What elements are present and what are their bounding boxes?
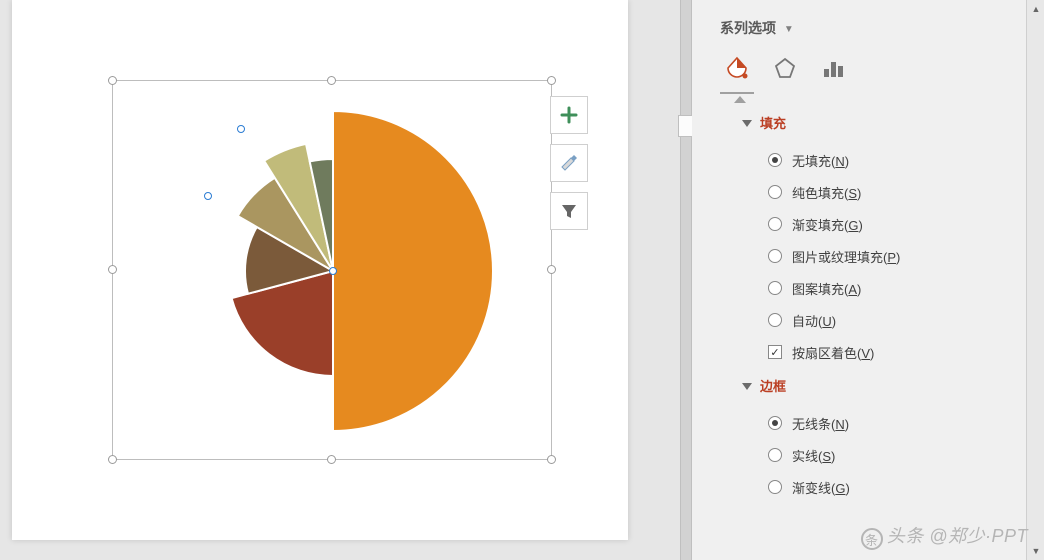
fill-option[interactable]: ✓ 按扇区着色(V) [768,336,1036,368]
option-label: 渐变线(G) [792,478,850,497]
watermark-logo-icon: 条 [861,528,883,550]
series-select-dot[interactable] [204,192,212,200]
fill-options: 无填充(N) 纯色填充(S) 渐变填充(G) 图片或纹理填充(P) 图案填充(A) 自动(… [768,144,1036,368]
option-label: 渐变填充(G) [792,215,863,234]
pie-slice[interactable] [333,111,493,431]
checkbox-icon: ✓ [768,345,782,359]
radio-icon [768,313,782,327]
series-select-dot[interactable] [329,267,337,275]
chart-style-button[interactable] [550,144,588,182]
group-border-label: 边框 [760,379,786,394]
border-options: 无线条(N) 实线(S) 渐变线(G) [768,407,1036,503]
border-option[interactable]: 无线条(N) [768,407,1036,439]
watermark-text: 头条 @郑少·PPT [887,526,1028,546]
option-label: 自动(U) [792,311,836,330]
resize-handle-tm[interactable] [327,76,336,85]
resize-handle-tr[interactable] [547,76,556,85]
pane-scrollbar[interactable]: ▲ ▼ [1026,0,1044,560]
scroll-down-button[interactable]: ▼ [1027,542,1044,560]
watermark: 条头条 @郑少·PPT [861,522,1028,551]
fill-option[interactable]: 无填充(N) [768,144,1036,176]
group-fill-header[interactable]: 填充 [742,113,1036,132]
option-label: 按扇区着色(V) [792,343,874,362]
tab-active-pointer [734,96,746,103]
option-label: 纯色填充(S) [792,183,861,202]
tab-series-options[interactable] [816,52,850,84]
tab-effects[interactable] [768,52,802,84]
border-option[interactable]: 实线(S) [768,439,1036,471]
radio-icon [768,416,782,430]
option-label: 无线条(N) [792,414,849,433]
option-label: 图案填充(A) [792,279,861,298]
radio-icon [768,249,782,263]
series-select-dot[interactable] [237,125,245,133]
resize-handle-br[interactable] [547,455,556,464]
chevron-down-icon: ▼ [784,24,794,35]
format-pane-title-label: 系列选项 [720,20,776,36]
radio-icon [768,153,782,167]
radio-icon [768,448,782,462]
fill-option[interactable]: 图案填充(A) [768,272,1036,304]
resize-handle-tl[interactable] [108,76,117,85]
collapse-triangle-icon [742,120,752,127]
group-fill-label: 填充 [760,116,786,131]
chart-add-element-button[interactable] [550,96,588,134]
resize-handle-bm[interactable] [327,455,336,464]
resize-handle-ml[interactable] [108,265,117,274]
radio-icon [768,185,782,199]
fill-option[interactable]: 图片或纹理填充(P) [768,240,1036,272]
radio-icon [768,281,782,295]
chart-selection-frame[interactable] [112,80,552,460]
radio-icon [768,217,782,231]
option-label: 无填充(N) [792,151,849,170]
chart-float-toolbar [550,96,588,240]
format-pane-title[interactable]: 系列选项 ▼ [720,18,1036,38]
chart-filter-button[interactable] [550,192,588,230]
scroll-up-button[interactable]: ▲ [1027,0,1044,18]
resize-handle-bl[interactable] [108,455,117,464]
border-option[interactable]: 渐变线(G) [768,471,1036,503]
fill-option[interactable]: 纯色填充(S) [768,176,1036,208]
tab-fill-line[interactable] [720,52,754,84]
resize-handle-mr[interactable] [547,265,556,274]
radio-icon [768,480,782,494]
format-tabs [720,52,1036,84]
fill-option[interactable]: 渐变填充(G) [768,208,1036,240]
fill-option[interactable]: 自动(U) [768,304,1036,336]
pane-divider[interactable] [680,0,692,560]
option-label: 图片或纹理填充(P) [792,247,900,266]
canvas-area [0,0,680,560]
collapse-triangle-icon [742,383,752,390]
tab-active-underline [720,92,754,94]
group-border-header[interactable]: 边框 [742,376,1036,395]
format-pane: 系列选项 ▼ 填充 无填充(N) 纯色填充(S) 渐变填充(G) 图片或纹理填充(P)… [692,0,1044,560]
option-label: 实线(S) [792,446,835,465]
slide [12,0,628,540]
